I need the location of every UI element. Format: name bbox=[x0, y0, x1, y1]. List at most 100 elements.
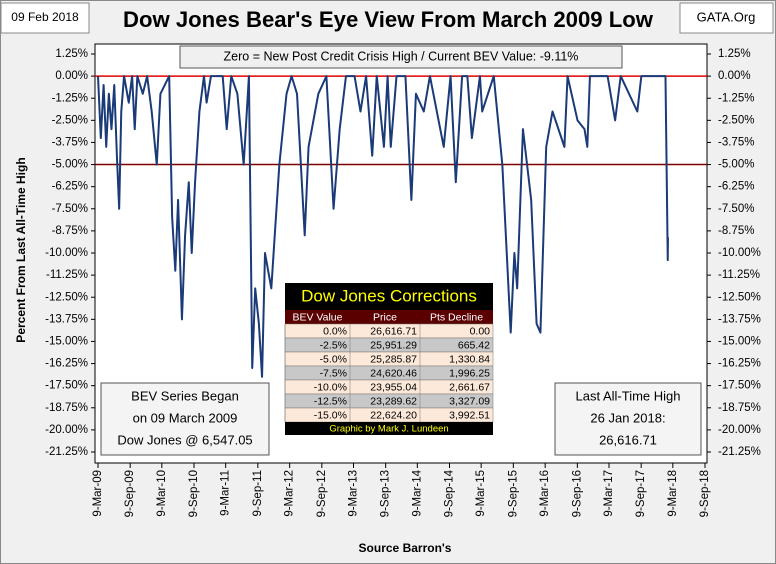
y-tick-label: -20.00% bbox=[45, 424, 88, 436]
y2-tick-label: -3.75% bbox=[718, 136, 754, 148]
y2-tick-label: -17.50% bbox=[718, 380, 761, 392]
y2-tick-label: -16.25% bbox=[718, 358, 761, 370]
chart-title: Dow Jones Bear's Eye View From March 200… bbox=[123, 7, 654, 32]
y2-tick-label: 1.25% bbox=[718, 48, 751, 60]
right-box-line: 26,616.71 bbox=[599, 432, 657, 447]
x-tick-label: 9-Mar-18 bbox=[667, 470, 679, 517]
table-cell: 24,620.46 bbox=[370, 367, 417, 379]
table-cell: 665.42 bbox=[458, 339, 490, 351]
y-tick-label: -8.75% bbox=[52, 225, 88, 237]
y2-tick-label: -20.00% bbox=[718, 424, 761, 436]
y2-tick-label: -6.25% bbox=[718, 181, 754, 193]
x-tick-label: 9-Mar-09 bbox=[92, 470, 104, 517]
right-box-line: 26 Jan 2018: bbox=[590, 410, 665, 425]
y-tick-label: 1.25% bbox=[55, 48, 88, 60]
y-tick-label: -16.25% bbox=[45, 358, 88, 370]
x-axis-label: Source Barron's bbox=[359, 541, 452, 555]
right-box-line: Last All-Time High bbox=[576, 388, 681, 403]
y2-tick-label: 0.00% bbox=[718, 70, 751, 82]
table-title: Dow Jones Corrections bbox=[301, 286, 477, 305]
y2-tick-label: -2.50% bbox=[718, 114, 754, 126]
series-line bbox=[97, 75, 669, 378]
y-tick-label: -6.25% bbox=[52, 181, 88, 193]
x-tick-label: 9-Sep-14 bbox=[444, 469, 456, 517]
x-tick-label: 9-Sep-18 bbox=[699, 470, 711, 517]
y-tick-label: -11.25% bbox=[46, 269, 88, 281]
x-tick-label: 9-Mar-11 bbox=[220, 470, 232, 516]
y2-tick-label: -11.25% bbox=[718, 269, 760, 281]
left-box-line: BEV Series Began bbox=[131, 388, 239, 403]
y-tick-label: -1.25% bbox=[52, 92, 88, 104]
annotation-box bbox=[179, 45, 623, 69]
y2-tick-label: -5.00% bbox=[718, 159, 754, 171]
left-box-line: on 09 March 2009 bbox=[133, 410, 238, 425]
x-tick-label: 9-Sep-17 bbox=[635, 470, 647, 517]
table-cell: -2.5% bbox=[320, 339, 347, 351]
annotation: Zero = New Post Credit Crisis High / Cur… bbox=[224, 49, 579, 63]
table-cell: 25,285.87 bbox=[370, 353, 417, 365]
table-header-row bbox=[285, 310, 493, 324]
table-cell: 25,951.29 bbox=[370, 339, 417, 351]
table-cell: 23,955.04 bbox=[370, 381, 417, 393]
table-credit-box bbox=[285, 422, 493, 435]
y2-tick-label: -15.00% bbox=[718, 335, 761, 347]
y-tick-label: -15.00% bbox=[45, 335, 88, 347]
y2-tick-label: -12.50% bbox=[718, 291, 761, 303]
y-tick-label: -7.50% bbox=[52, 203, 88, 215]
table-cell: 3,992.51 bbox=[449, 409, 490, 421]
table-cell: 26,616.71 bbox=[370, 325, 417, 337]
y-tick-label: -2.50% bbox=[52, 114, 88, 126]
table-credit: Graphic by Mark J. Lundeen bbox=[329, 424, 448, 435]
x-tick-label: 9-Sep-16 bbox=[571, 470, 583, 517]
table-cell: 3,327.09 bbox=[449, 395, 490, 407]
y2-tick-label: -1.25% bbox=[718, 92, 754, 104]
x-tick-label: 9-Sep-09 bbox=[124, 470, 136, 517]
x-tick-label: 9-Mar-15 bbox=[475, 470, 487, 517]
x-tick-label: 9-Sep-13 bbox=[380, 470, 392, 517]
table-cell: 1,330.84 bbox=[449, 353, 490, 365]
y-tick-label: -12.50% bbox=[45, 291, 88, 303]
x-tick-label: 9-Mar-14 bbox=[411, 469, 423, 516]
y2-tick-label: -7.50% bbox=[718, 203, 754, 215]
table-cell: 0.0% bbox=[323, 325, 347, 337]
table-cell: 1,996.25 bbox=[449, 367, 490, 379]
table-cell: -12.5% bbox=[314, 395, 347, 407]
left-box-line: Dow Jones @ 6,547.05 bbox=[117, 432, 252, 447]
x-tick-label: 9-Sep-12 bbox=[316, 470, 328, 517]
y-tick-label: -18.75% bbox=[45, 402, 88, 414]
y-tick-label: -17.50% bbox=[45, 380, 88, 392]
table-cell: 0.00 bbox=[470, 325, 491, 337]
table-header: BEV Value bbox=[292, 311, 342, 323]
y2-tick-label: -13.75% bbox=[718, 313, 761, 325]
x-tick-label: 9-Sep-11 bbox=[252, 470, 264, 516]
table-title-box bbox=[285, 283, 493, 310]
x-tick-label: 9-Mar-16 bbox=[539, 470, 551, 517]
table-header: Pts Decline bbox=[430, 311, 483, 323]
y-tick-label: -10.00% bbox=[45, 247, 88, 259]
x-tick-label: 9-Sep-15 bbox=[507, 470, 519, 517]
y2-tick-label: -10.00% bbox=[718, 247, 761, 259]
date-label: 09 Feb 2018 bbox=[11, 10, 79, 24]
y-axis-label: Percent From Last All-Time High bbox=[14, 157, 28, 342]
source-label: GATA.Org bbox=[697, 9, 756, 24]
table-cell: 2,661.67 bbox=[449, 381, 490, 393]
source-box bbox=[679, 2, 774, 34]
x-tick-label: 9-Mar-13 bbox=[348, 470, 360, 517]
table-cell: 23,289.62 bbox=[370, 395, 417, 407]
y2-tick-label: -18.75% bbox=[718, 402, 761, 414]
left-box bbox=[100, 382, 270, 456]
y-tick-label: 0.00% bbox=[55, 70, 88, 82]
y-tick-label: -13.75% bbox=[45, 313, 88, 325]
table-cell: -15.0% bbox=[314, 409, 347, 421]
x-tick-label: 9-Mar-17 bbox=[603, 470, 615, 517]
x-tick-label: 9-Mar-12 bbox=[284, 470, 296, 517]
y-tick-label: -3.75% bbox=[52, 136, 88, 148]
y-tick-label: -21.25% bbox=[45, 446, 88, 458]
y-tick-label: -5.00% bbox=[52, 159, 88, 171]
table-cell: -7.5% bbox=[320, 367, 347, 379]
table-cell: -5.0% bbox=[320, 353, 347, 365]
table-cell: -10.0% bbox=[314, 381, 347, 393]
date-box bbox=[0, 2, 90, 34]
x-tick-label: 9-Sep-10 bbox=[188, 470, 200, 517]
